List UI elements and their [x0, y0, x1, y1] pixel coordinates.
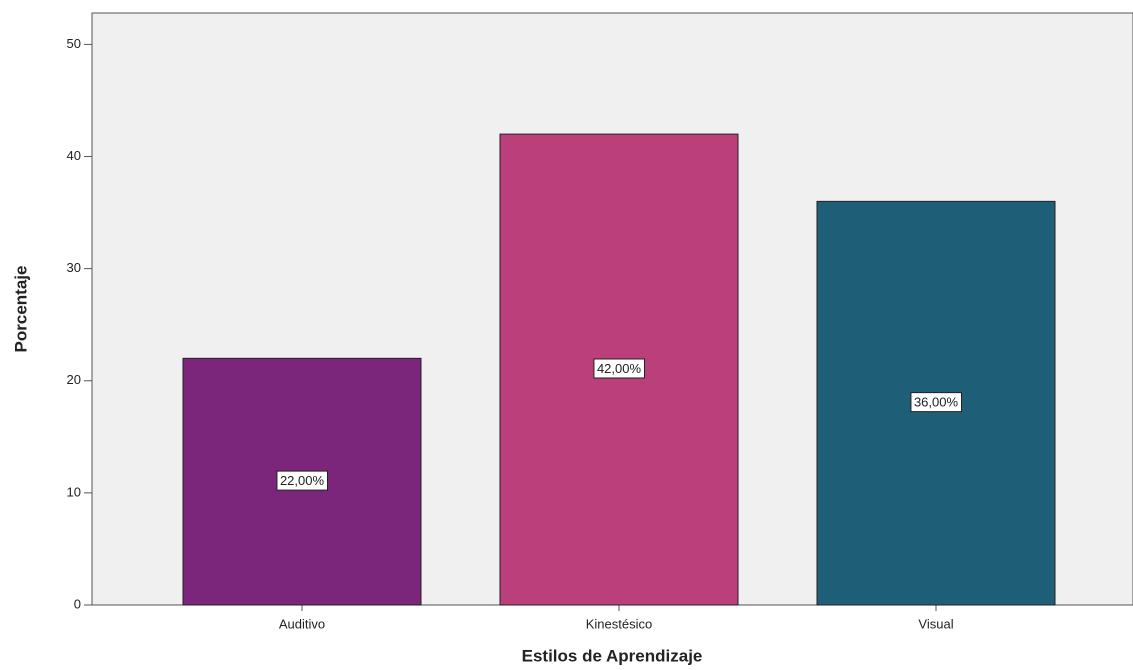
value-label-box: [276, 470, 328, 491]
x-tick-label: Kinestésico: [586, 616, 652, 631]
y-tick-label: 0: [74, 596, 81, 611]
x-tick-label: Auditivo: [279, 616, 325, 631]
y-tick-label: 40: [67, 148, 81, 163]
x-tick-label: Visual: [918, 616, 953, 631]
y-tick-label: 50: [67, 36, 81, 51]
y-tick-label: 20: [67, 372, 81, 387]
value-label-box: [593, 358, 645, 379]
x-axis-title: Estilos de Aprendizaje: [522, 646, 703, 665]
value-label: 42,00%: [597, 361, 642, 376]
value-label: 22,00%: [280, 473, 325, 488]
value-label: 36,00%: [914, 395, 959, 410]
y-axis-title: Porcentaje: [11, 266, 30, 353]
y-tick-label: 10: [67, 484, 81, 499]
value-label-box: [910, 392, 962, 413]
y-tick-label: 30: [67, 260, 81, 275]
